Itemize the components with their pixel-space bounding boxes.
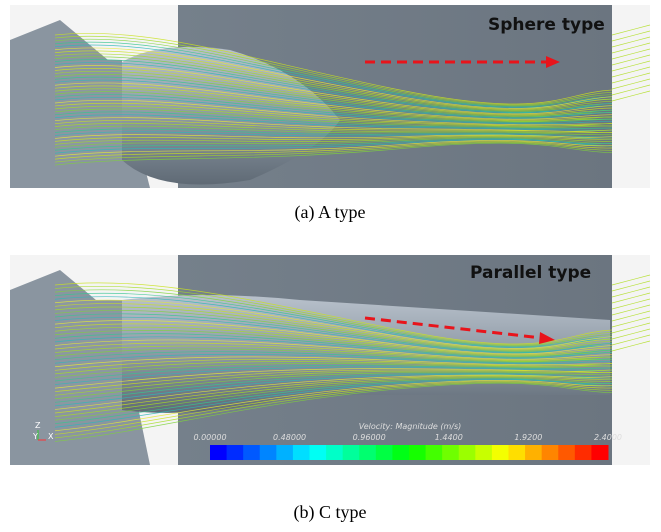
panel-b: Parallel type 0.00000 0.48000 0.96000 1.440… <box>10 255 650 465</box>
colorbar-step <box>227 445 244 460</box>
colorbar-step <box>310 445 327 460</box>
colorbar-step <box>260 445 277 460</box>
colorbar-step <box>558 445 575 460</box>
colorbar-step <box>343 445 360 460</box>
colorbar-step <box>525 445 542 460</box>
colorbar-step <box>591 445 608 460</box>
colorbar-tick: 0.96000 <box>353 433 386 442</box>
colorbar-step <box>392 445 409 460</box>
colorbar-step <box>326 445 343 460</box>
colorbar-step <box>542 445 559 460</box>
colorbar-step <box>359 445 376 460</box>
axis-label: Z <box>35 421 41 430</box>
panel-a: Sphere type <box>10 5 650 188</box>
panel-label: Sphere type <box>488 15 605 35</box>
colorbar-tick: 2.4000 <box>594 433 622 442</box>
colorbar-step <box>293 445 310 460</box>
colorbar-tick: 1.4400 <box>435 433 463 442</box>
axis-label: X <box>48 432 54 441</box>
axis-label: Y <box>32 432 38 441</box>
colorbar-tick: 0.48000 <box>273 433 306 442</box>
colorbar-step <box>276 445 293 460</box>
colorbar-tick: 1.9200 <box>514 433 542 442</box>
figure: Sphere type (a) A type Parallel type 0.0… <box>0 0 661 532</box>
colorbar-step <box>210 445 227 460</box>
colorbar-step <box>426 445 443 460</box>
colorbar-step <box>492 445 509 460</box>
page: {"panels": [ {"label": "Sphere type", "c… <box>0 0 661 532</box>
panel-label: Parallel type <box>470 263 591 283</box>
caption: (a) A type <box>295 202 366 223</box>
colorbar-step <box>575 445 592 460</box>
colorbar-title: Velocity: Magnitude (m/s) <box>359 422 462 431</box>
colorbar-step <box>409 445 426 460</box>
colorbar-step <box>459 445 476 460</box>
colorbar-step <box>376 445 393 460</box>
colorbar-tick: 0.00000 <box>193 433 226 442</box>
caption: (b) C type <box>294 502 367 523</box>
colorbar-step <box>475 445 492 460</box>
colorbar-step <box>243 445 260 460</box>
colorbar-step <box>442 445 459 460</box>
colorbar-step <box>509 445 526 460</box>
